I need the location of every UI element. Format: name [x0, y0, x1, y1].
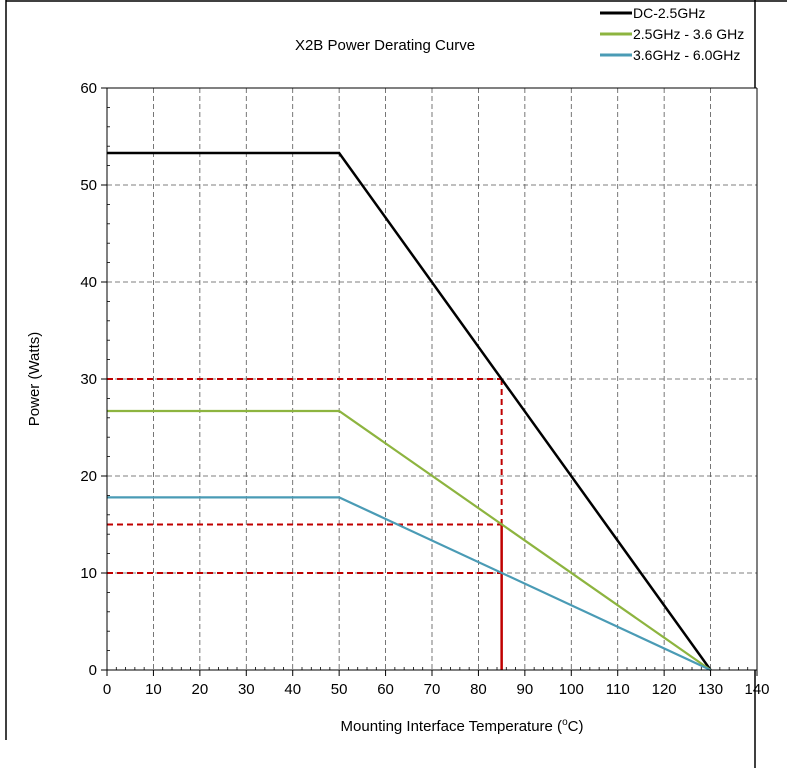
x-tick-label: 0 [103, 681, 111, 698]
series-line-2 [107, 409, 712, 671]
x-tick-label: 80 [470, 681, 487, 698]
x-tick-label: 130 [698, 681, 723, 698]
y-axis-label: Power (Watts) [26, 332, 43, 426]
legend: DC-2.5GHz 2.5GHz - 3.6 GHz 3.6GHz - 6.0GHz [600, 5, 744, 63]
legend-label-2: 2.5GHz - 3.6 GHz [633, 26, 744, 42]
axes [101, 87, 758, 676]
x-tick-label: 10 [145, 681, 162, 698]
x-axis-label-superscript: o [562, 717, 568, 728]
x-axis-label-main: Mounting Interface Temperature ( [341, 718, 563, 735]
x-tick-labels: 0 10 20 30 40 50 60 70 80 90 100 110 120 130 140 [103, 681, 770, 698]
x-axis-label: Mounting Interface Temperature (oC) [341, 717, 584, 735]
y-tick-labels: 0 10 20 30 40 50 60 [80, 80, 97, 679]
y-tick-label: 20 [80, 468, 97, 485]
legend-label-3: 3.6GHz - 6.0GHz [633, 47, 740, 63]
x-tick-label: 40 [284, 681, 301, 698]
y-tick-label: 60 [80, 80, 97, 97]
x-tick-label: 110 [606, 681, 630, 698]
x-tick-label: 30 [238, 681, 255, 698]
legend-label-1: DC-2.5GHz [633, 5, 705, 21]
series-line-1 [107, 151, 712, 671]
y-tick-label: 30 [80, 371, 97, 388]
reference-lines [107, 378, 503, 670]
x-tick-label: 100 [559, 681, 584, 698]
x-tick-label: 70 [424, 681, 441, 698]
y-tick-label: 10 [80, 565, 97, 582]
y-tick-label: 40 [80, 274, 97, 291]
x-tick-label: 90 [517, 681, 534, 698]
x-axis-label-tail: C) [568, 718, 584, 735]
chart-title: X2B Power Derating Curve [295, 37, 475, 54]
x-tick-label: 140 [744, 681, 769, 698]
series-line-3 [107, 496, 712, 671]
x-tick-label: 120 [652, 681, 677, 698]
y-tick-label: 0 [89, 662, 97, 679]
series-lines [107, 151, 712, 671]
x-tick-label: 60 [377, 681, 394, 698]
x-tick-label: 50 [331, 681, 348, 698]
y-tick-label: 50 [80, 177, 97, 194]
x-tick-label: 20 [192, 681, 209, 698]
